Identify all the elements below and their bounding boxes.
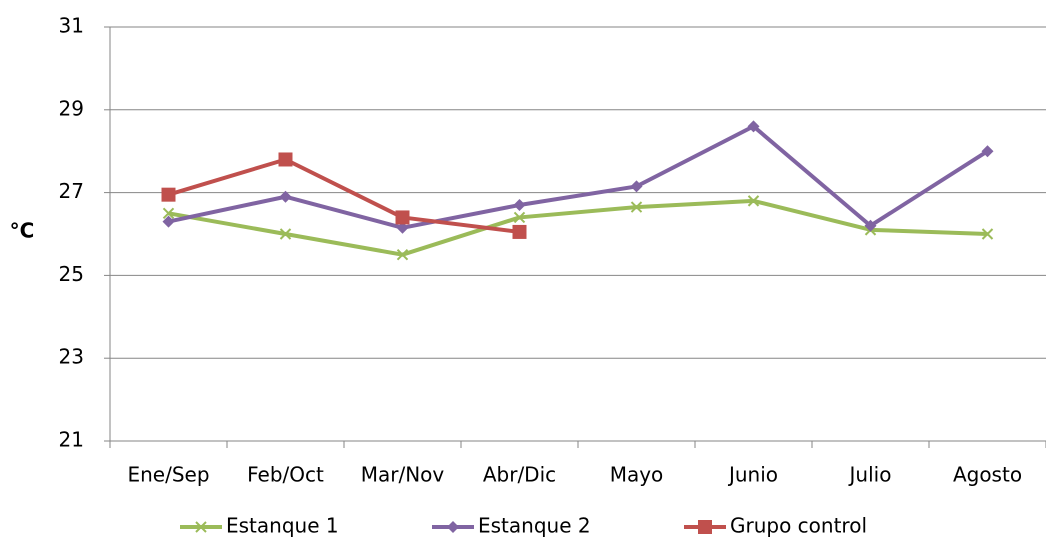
- x-tick-label: Mar/Nov: [361, 463, 445, 487]
- x-tick-label: Junio: [727, 463, 778, 487]
- data-point: [161, 187, 176, 202]
- data-point: [630, 180, 643, 193]
- data-point: [512, 224, 527, 239]
- data-point: [162, 215, 175, 228]
- data-point: [279, 190, 292, 203]
- data-point: [279, 228, 292, 240]
- data-point: [513, 211, 526, 224]
- y-tick-label: 27: [59, 179, 84, 203]
- x-tick-label: Agosto: [953, 463, 1022, 487]
- y-tick-label: 23: [59, 345, 84, 369]
- y-tick-label: 25: [59, 262, 84, 286]
- series-line: [168, 198, 988, 257]
- data-point: [396, 221, 409, 234]
- legend-label: Estanque 1: [226, 514, 339, 538]
- legend-marker: [447, 521, 459, 533]
- data-point: [396, 248, 409, 261]
- y-tick-label: 29: [59, 96, 84, 120]
- y-axis-label: °C: [10, 219, 35, 243]
- data-point: [747, 120, 760, 133]
- data-point: [162, 207, 175, 220]
- x-tick-label: Feb/Oct: [247, 463, 324, 487]
- legend-label: Grupo control: [730, 514, 867, 538]
- legend-marker: [195, 521, 207, 533]
- data-point: [747, 195, 760, 207]
- series-line: [167, 157, 520, 234]
- y-tick-label: 21: [59, 428, 84, 452]
- data-point: [864, 219, 877, 232]
- data-point: [981, 145, 994, 158]
- data-point: [278, 152, 293, 167]
- x-tick-label: Mayo: [610, 463, 664, 487]
- x-tick-label: Julio: [848, 463, 892, 487]
- data-point: [981, 228, 994, 240]
- data-point: [395, 210, 410, 225]
- data-point: [513, 199, 526, 212]
- legend-label: Estanque 2: [478, 514, 591, 538]
- y-tick-label: 31: [59, 14, 84, 38]
- series-line: [168, 124, 989, 230]
- data-point: [630, 201, 643, 213]
- x-tick-label: Abr/Dic: [483, 463, 556, 487]
- x-tick-label: Ene/Sep: [127, 463, 209, 487]
- legend-marker: [698, 520, 712, 534]
